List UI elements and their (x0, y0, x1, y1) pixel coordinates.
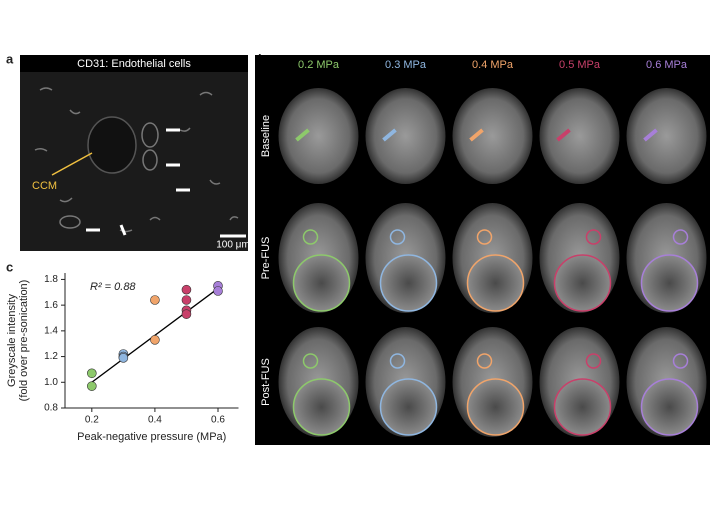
x-tick-label: 0.2 (85, 415, 99, 426)
zoom-inset (379, 254, 438, 312)
panel-label: c (6, 259, 13, 274)
y-tick-label: 1.4 (44, 325, 58, 336)
micrograph-title: CD31: Endothelial cells (77, 58, 191, 70)
roi (302, 353, 319, 369)
mri-slice (539, 88, 620, 184)
zoom-inset (466, 378, 525, 436)
x-tick-label: 0.4 (148, 415, 162, 426)
column-label: 0.2 MPa (298, 59, 340, 71)
roi (476, 229, 493, 245)
title-bar (20, 55, 248, 72)
point (87, 368, 97, 379)
roi (389, 229, 406, 245)
column-label: 0.4 MPa (472, 59, 514, 71)
mri-slice (365, 88, 446, 184)
y-axis-label: Greyscale intensity (6, 294, 18, 387)
row-label: Post-FUS (260, 358, 272, 406)
column-label: 0.3 MPa (385, 59, 427, 71)
y-tick-label: 0.8 (44, 403, 58, 414)
vessels (34, 87, 239, 233)
mri-slice (452, 88, 533, 184)
arrow (382, 128, 397, 142)
roi (302, 229, 319, 245)
roi (672, 229, 689, 245)
scale-bar-label: 100 μm (216, 240, 250, 251)
x-axis-label: Peak-negative pressure (MPa) (77, 431, 226, 443)
y-axis-label: (fold over pre-sonication) (18, 280, 30, 402)
mri-slice (626, 88, 707, 184)
zoom-inset (379, 378, 438, 436)
point (181, 309, 192, 319)
point (87, 381, 97, 391)
point (181, 284, 192, 295)
roi (672, 353, 689, 369)
ccm-pointer (51, 152, 93, 176)
row-label: Pre-FUS (260, 237, 272, 280)
row-label: Baseline (260, 115, 272, 157)
y-tick-label: 1.6 (44, 300, 58, 311)
arrow (556, 128, 571, 142)
roi (585, 229, 602, 245)
point (118, 353, 129, 363)
roi (389, 353, 406, 369)
point (150, 295, 160, 305)
arrow (469, 128, 484, 142)
annotation: R² = 0.88 (90, 281, 136, 293)
zoom-inset (466, 254, 525, 312)
y-tick-label: 1.0 (44, 377, 58, 388)
zoom-inset (640, 254, 699, 312)
x-tick-label: 0.6 (211, 415, 225, 426)
column-label: 0.5 MPa (559, 59, 601, 71)
column-label: 0.6 MPa (646, 59, 688, 71)
annotation: CCM (32, 180, 57, 192)
zoom-inset (292, 254, 351, 312)
arrows (86, 128, 190, 236)
zoom-inset (553, 254, 612, 312)
zoom-inset (553, 378, 612, 436)
point (150, 335, 160, 345)
arrow (643, 128, 658, 142)
roi (585, 353, 602, 369)
arrow (295, 128, 310, 142)
zoom-inset (292, 378, 351, 436)
point (181, 295, 192, 305)
point (213, 286, 223, 296)
panel-label: a (6, 51, 14, 66)
roi (476, 353, 493, 369)
mri-slice (278, 88, 359, 184)
y-tick-label: 1.8 (44, 274, 58, 285)
y-tick-label: 1.2 (44, 351, 58, 362)
zoom-inset (640, 378, 699, 436)
